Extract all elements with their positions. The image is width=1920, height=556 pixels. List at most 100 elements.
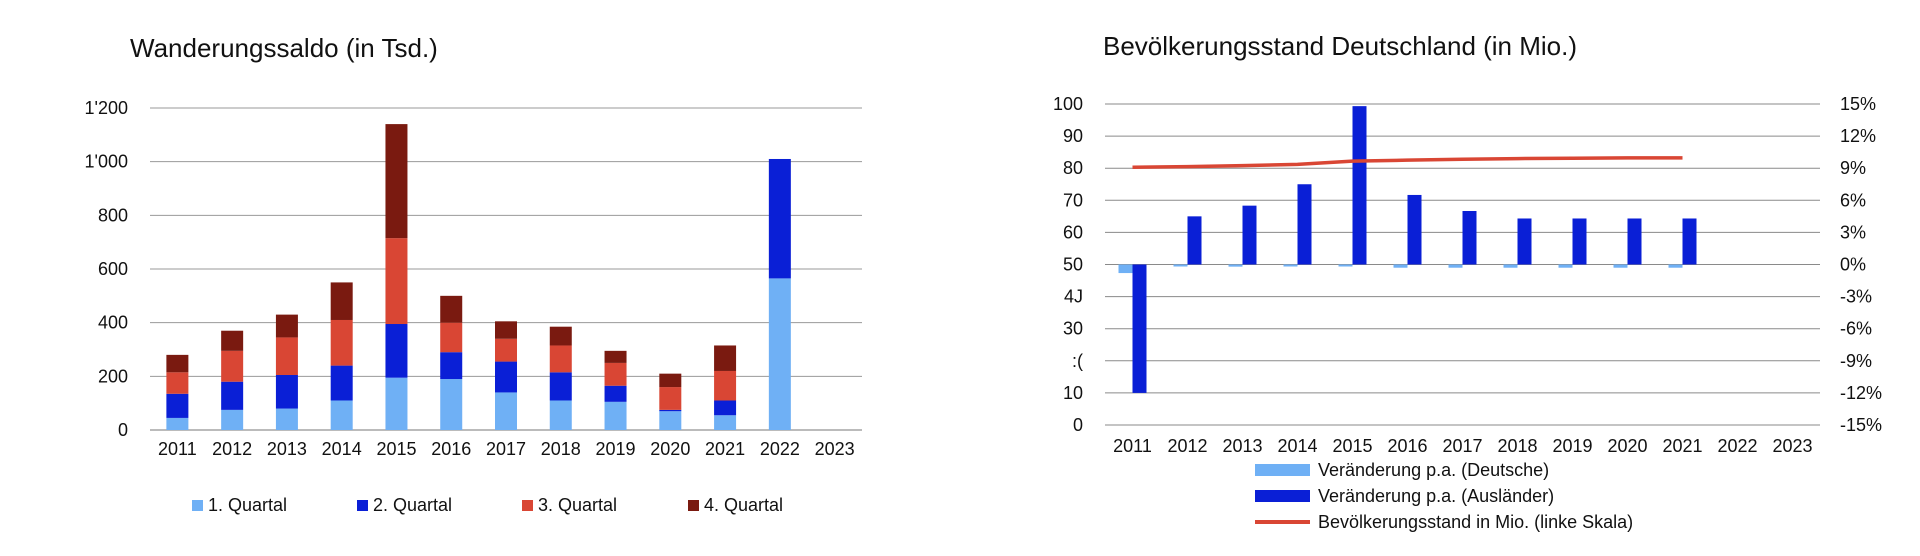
bar-segment xyxy=(495,338,517,362)
bar-segment xyxy=(221,330,244,351)
x-tick-label: 2013 xyxy=(1222,436,1262,456)
bar-segment xyxy=(166,372,189,394)
bar-segment xyxy=(330,319,353,366)
bar-segment xyxy=(221,381,244,410)
y2-tick-label: -9% xyxy=(1840,351,1872,371)
bar xyxy=(1173,264,1188,267)
x-tick-label: 2018 xyxy=(1497,436,1537,456)
bar-segment xyxy=(275,408,298,430)
bar-segment xyxy=(604,401,627,430)
x-tick-label: 2019 xyxy=(1552,436,1592,456)
x-axis-ticks: 2011 2012 2013 2014 2015 2016 2017 2018 2019 2020… xyxy=(158,439,855,459)
y-tick-label: 200 xyxy=(98,366,128,386)
bar-segment xyxy=(604,350,627,363)
x-tick-label: 2016 xyxy=(431,439,471,459)
legend-label: Veränderung p.a. (Deutsche) xyxy=(1318,460,1549,480)
y-tick-label: 80 xyxy=(1063,158,1083,178)
y-tick-label: 90 xyxy=(1063,126,1083,146)
bar xyxy=(1242,205,1257,265)
x-tick-label: 2015 xyxy=(1332,436,1372,456)
bar-segment xyxy=(549,326,572,346)
bar xyxy=(1352,106,1367,265)
bar xyxy=(1682,218,1697,265)
x-tick-label: 2020 xyxy=(1607,436,1647,456)
y2-tick-label: -6% xyxy=(1840,319,1872,339)
x-tick-label: 2012 xyxy=(1167,436,1207,456)
y2-tick-label: -3% xyxy=(1840,287,1872,307)
bar-segment xyxy=(714,370,737,401)
bar-segment xyxy=(495,361,517,393)
y2-tick-label: 12% xyxy=(1840,126,1876,146)
line-series xyxy=(1132,156,1683,169)
chart-bevoelkerungsstand: Bevölkerungsstand Deutschland (in Mio.) … xyxy=(1053,31,1882,532)
legend-swatch xyxy=(1255,464,1310,476)
x-tick-label: 2023 xyxy=(1772,436,1812,456)
bar-segment xyxy=(275,374,298,409)
y-tick-label: 1'200 xyxy=(85,98,128,118)
y-tick-label: 0 xyxy=(1073,415,1083,435)
y2-tick-label: -15% xyxy=(1840,415,1882,435)
chart-title: Wanderungssaldo (in Tsd.) xyxy=(130,33,438,63)
bar-segment xyxy=(166,393,189,418)
x-tick-label: 2020 xyxy=(650,439,690,459)
chart-title: Bevölkerungsstand Deutschland (in Mio.) xyxy=(1103,31,1577,61)
bar-segment xyxy=(714,415,737,430)
y-axis-ticks: 0 200 400 600 800 1'000 1'200 xyxy=(85,98,128,440)
bar xyxy=(1118,264,1133,274)
x-tick-label: 2017 xyxy=(1442,436,1482,456)
bar-segment xyxy=(659,387,682,410)
chart-wanderungssaldo: Wanderungssaldo (in Tsd.) 0 200 400 600 800 1… xyxy=(85,33,862,515)
x-tick-label: 2017 xyxy=(486,439,526,459)
y-tick-label: :( xyxy=(1067,351,1083,371)
bar xyxy=(1338,264,1353,267)
legend-swatch xyxy=(522,500,533,511)
bar-segment xyxy=(385,324,408,378)
bar-segment xyxy=(330,282,353,320)
y2-tick-label: 0% xyxy=(1840,255,1866,275)
y2-tick-label: 6% xyxy=(1840,190,1866,210)
legend-swatch xyxy=(357,500,368,511)
x-tick-label: 2021 xyxy=(1662,436,1702,456)
x-tick-label: 2019 xyxy=(596,439,636,459)
population-line xyxy=(1132,156,1683,169)
bar-segment xyxy=(330,400,353,430)
x-tick-label: 2016 xyxy=(1387,436,1427,456)
bar-segment xyxy=(549,345,572,373)
y-tick-label: 30 xyxy=(1063,319,1083,339)
bar-segment xyxy=(495,392,517,430)
bars xyxy=(1118,106,1697,393)
y2-tick-label: 9% xyxy=(1840,158,1866,178)
legend-label: 2. Quartal xyxy=(373,495,452,515)
bar-segment xyxy=(385,377,408,430)
bar xyxy=(1462,211,1477,265)
legend-swatch xyxy=(688,500,699,511)
bar xyxy=(1503,264,1518,268)
y2-tick-label: 15% xyxy=(1840,94,1876,114)
y-tick-label: 1'000 xyxy=(85,152,128,172)
y-tick-label: 600 xyxy=(98,259,128,279)
x-tick-label: 2022 xyxy=(760,439,800,459)
x-axis-ticks: 2011 2012 2013 2014 2015 2016 2017 2018 2019 2020… xyxy=(1113,436,1812,456)
x-tick-label: 2012 xyxy=(212,439,252,459)
y-tick-label: 100 xyxy=(1053,94,1083,114)
legend-label: 1. Quartal xyxy=(208,495,287,515)
x-tick-label: 2023 xyxy=(815,439,855,459)
bar xyxy=(1228,264,1243,267)
bar xyxy=(1613,264,1628,268)
y-axis-ticks-left: 0 10 :(30 4J 50 60 70 80 90 100 xyxy=(1053,94,1083,435)
legend-label: 3. Quartal xyxy=(538,495,617,515)
bar-segment xyxy=(549,372,572,401)
bar xyxy=(1187,216,1202,265)
legend-label: Veränderung p.a. (Ausländer) xyxy=(1318,486,1554,506)
bar-segment xyxy=(166,354,189,373)
bar-segment xyxy=(659,411,682,430)
y-tick-label: 70 xyxy=(1063,190,1083,210)
x-tick-label: 2014 xyxy=(1277,436,1317,456)
legend-label: 4. Quartal xyxy=(704,495,783,515)
bar-segment xyxy=(330,365,353,401)
bar-segment xyxy=(549,400,572,430)
bar xyxy=(1627,218,1642,265)
y2-tick-label: -12% xyxy=(1840,383,1882,403)
